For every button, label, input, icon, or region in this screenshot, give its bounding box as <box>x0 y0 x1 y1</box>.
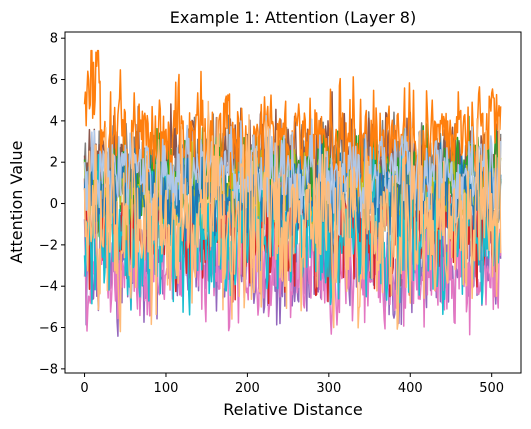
x-tick-label: 500 <box>479 381 504 396</box>
x-tick-label: 400 <box>398 381 423 396</box>
y-tick-label: −4 <box>39 280 58 295</box>
y-tick-label: 6 <box>50 73 58 88</box>
y-tick-label: −8 <box>39 362 58 377</box>
y-tick-label: 0 <box>50 197 58 212</box>
y-tick-label: 4 <box>50 114 58 129</box>
y-axis-label: Attention Value <box>7 141 26 264</box>
x-tick-label: 0 <box>80 381 88 396</box>
series-layer <box>83 49 502 337</box>
x-tick-label: 300 <box>316 381 341 396</box>
chart-title: Example 1: Attention (Layer 8) <box>170 8 416 27</box>
series-line-12 <box>83 100 502 333</box>
y-tick-label: 8 <box>50 32 58 47</box>
plot-frame <box>64 31 522 374</box>
y-tick-label: 2 <box>50 156 58 171</box>
y-tick-label: −6 <box>39 321 58 336</box>
x-tick-label: 100 <box>154 381 179 396</box>
x-axis-label: Relative Distance <box>223 400 363 419</box>
x-tick-label: 200 <box>235 381 260 396</box>
y-tick-label: −2 <box>39 238 58 253</box>
series-line-2 <box>83 203 502 336</box>
axes-layer: 0 100 200 300 400 500 8 6 4 2 0 −2 −4 −6 −8 <box>39 32 504 396</box>
